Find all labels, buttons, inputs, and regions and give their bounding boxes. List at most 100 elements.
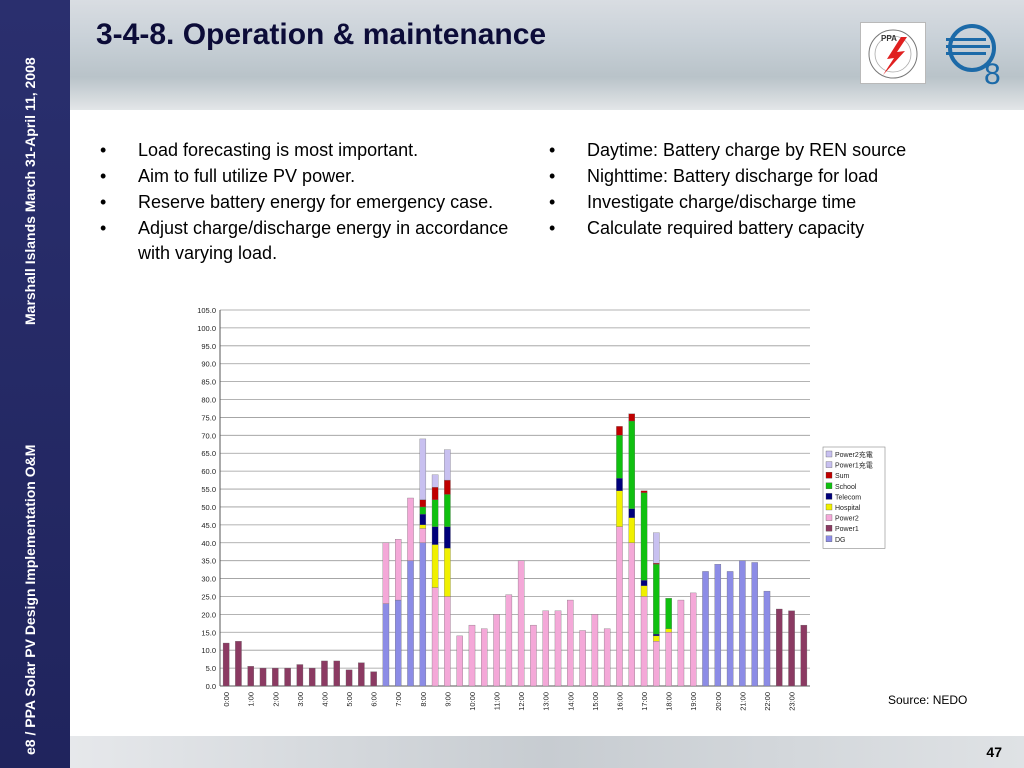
x-tick-label: 17:00 [640,692,649,711]
e8-logo-eight: 8 [984,58,1001,88]
y-tick-label: 80.0 [201,396,216,405]
bar-segment [640,585,648,597]
sidebar-band: Marshall Islands March 31-April 11, 2008… [0,0,70,768]
y-tick-label: 90.0 [201,360,216,369]
bar-segment [628,542,635,687]
x-tick-label: 15:00 [591,692,600,711]
bullet-list-right: Daytime: Battery charge by REN source Ni… [549,138,969,242]
bar-segment [444,449,451,481]
legend-swatch [825,472,833,479]
bar-segment [653,532,660,564]
bar-segment [431,544,439,588]
bar-segment [739,560,746,687]
bar-segment [665,628,672,633]
x-tick-label: 11:00 [493,692,502,710]
x-tick-label: 21:00 [738,692,747,711]
bar-segment [579,630,586,687]
bar-segment [481,628,488,687]
bullet-item: Daytime: Battery charge by REN source [549,138,969,163]
x-tick-label: 2:00 [271,692,280,707]
bar-segment [272,667,279,687]
bar-segment [419,499,427,508]
bar-segment [714,564,722,687]
y-tick-label: 70.0 [201,431,216,440]
x-tick-label: 9:00 [443,692,452,707]
bar-segment [763,590,771,687]
bar-segment [444,596,451,687]
bar-segment [308,667,316,687]
sidebar-event-text: Marshall Islands March 31-April 11, 2008 [22,57,38,325]
bar-segment [431,526,439,545]
bar-segment [530,624,537,687]
bar-segment [456,635,463,687]
bar-segment [628,517,635,543]
legend-label: Sum [835,473,850,480]
slide-title: 3-4-8. Operation & maintenance [96,18,547,51]
bar-segment [517,560,525,687]
bar-segment [370,671,377,687]
bar-segment [444,547,451,597]
bar-segment [616,526,623,687]
bar-segment [640,596,648,687]
bullet-item: Reserve battery energy for emergency cas… [100,190,540,215]
legend-swatch [825,525,833,532]
x-tick-label: 20:00 [714,692,723,711]
bullet-item: Adjust charge/discharge energy in accord… [100,216,540,266]
y-tick-label: 40.0 [201,539,216,548]
bar-segment [419,528,427,543]
legend-swatch [825,514,833,521]
bar-segment [395,539,402,601]
bar-segment [247,666,254,687]
x-tick-label: 8:00 [419,692,428,707]
legend-box [822,446,886,549]
bar-segment [665,598,672,629]
bar-segment [554,610,562,687]
bar-segment [628,508,635,518]
bar-segment [628,413,635,422]
y-tick-label: 100.0 [197,324,216,333]
bar-segment [702,571,709,687]
bar-segment [419,542,427,687]
bar-segment [616,435,623,479]
bar-segment [567,599,574,687]
bar-segment [616,490,623,527]
y-tick-label: 75.0 [201,413,216,422]
bar-segment [640,492,648,581]
bar-segment [603,628,611,687]
x-tick-label: 14:00 [566,692,575,711]
legend-swatch [825,461,833,468]
bar-segment [382,542,390,604]
e8-logo: e 8 [944,18,1008,91]
bar-segment [653,635,660,642]
y-tick-label: 15.0 [201,628,216,637]
legend-swatch [825,493,833,500]
bar-segment [542,610,549,687]
source-note: Source: NEDO [888,693,968,707]
bar-segment [382,603,390,687]
ppa-logo-text: PPA [881,34,897,43]
bar-segment [222,642,230,687]
bar-segment [640,490,648,493]
bullet-item: Nighttime: Battery discharge for load [549,164,969,189]
x-tick-label: 3:00 [296,692,305,707]
bar-segment [321,660,328,687]
x-tick-label: 4:00 [320,692,329,707]
y-tick-label: 50.0 [201,503,216,512]
x-tick-label: 0:00 [222,692,231,707]
legend-label: School [835,484,857,491]
bar-segment [235,641,242,687]
bar-segment [628,420,635,509]
x-tick-label: 16:00 [615,692,624,711]
x-tick-label: 12:00 [517,692,526,711]
x-tick-label: 18:00 [665,692,674,711]
bar-segment [493,614,500,687]
legend-label: Power1 [835,526,859,533]
bar-segment [444,526,451,549]
bar-segment [591,614,599,687]
legend-label: Power2 [835,516,859,523]
y-tick-label: 10.0 [201,646,216,655]
bar-segment [505,594,513,687]
legend-label: DG [835,537,846,544]
y-tick-label: 25.0 [201,592,216,601]
bar-segment [284,667,291,687]
